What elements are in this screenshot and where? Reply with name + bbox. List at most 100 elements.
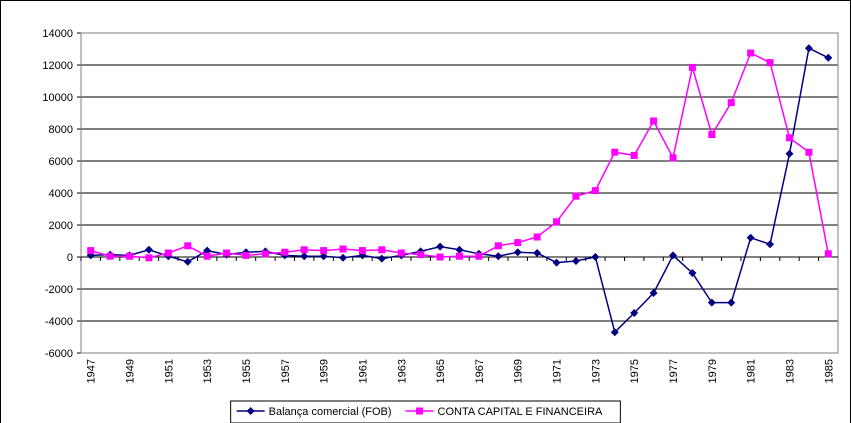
y-tick-label: 6000	[49, 156, 73, 168]
marker	[727, 298, 736, 307]
marker	[377, 254, 386, 263]
marker	[611, 148, 619, 156]
legend-label: CONTA CAPITAL E FINANCEIRA	[438, 406, 603, 418]
marker	[246, 407, 255, 415]
marker	[533, 249, 542, 257]
marker	[416, 407, 424, 415]
x-tick-label: 1977	[668, 359, 680, 383]
legend-box	[230, 400, 621, 423]
x-tick-label: 1971	[552, 359, 564, 383]
marker	[747, 49, 755, 57]
x-tick-label: 1969	[513, 359, 525, 383]
marker	[591, 187, 599, 195]
marker	[378, 246, 386, 254]
plot-area	[80, 32, 839, 354]
marker	[436, 253, 444, 261]
y-tick-label: 12000	[42, 60, 73, 72]
marker	[669, 154, 677, 162]
y-tick-label: 10000	[42, 92, 73, 104]
marker	[630, 151, 638, 159]
marker	[785, 134, 793, 142]
marker	[184, 242, 192, 250]
marker	[494, 252, 503, 261]
y-tick-label: -6000	[45, 348, 73, 360]
marker	[319, 252, 328, 261]
x-tick-label: 1965	[435, 359, 447, 383]
marker	[494, 242, 502, 250]
marker	[87, 247, 95, 255]
y-tick-label: -2000	[45, 284, 73, 296]
marker	[514, 239, 522, 247]
marker	[552, 258, 561, 267]
marker	[339, 245, 347, 253]
y-tick-label: 2000	[49, 220, 73, 232]
marker	[785, 149, 794, 158]
marker	[164, 249, 172, 257]
x-tick-label: 1951	[163, 359, 175, 383]
legend: Balança comercial (FOB) CONTA CAPITAL E F…	[230, 400, 621, 423]
marker	[533, 233, 541, 241]
y-tick-label: 0	[67, 252, 73, 264]
marker	[261, 250, 269, 258]
x-tick-label: 1947	[86, 359, 98, 383]
x-tick-label: 1949	[125, 359, 137, 383]
y-tick-label: 8000	[49, 124, 73, 136]
legend-item: CONTA CAPITAL E FINANCEIRA	[405, 406, 603, 418]
legend-item: Balança comercial (FOB)	[236, 406, 392, 418]
marker	[144, 245, 153, 254]
y-tick-label: 4000	[49, 188, 73, 200]
marker	[436, 242, 445, 251]
marker	[475, 252, 483, 260]
marker	[145, 254, 153, 262]
marker	[708, 131, 716, 139]
marker	[610, 328, 619, 337]
x-tick-label: 1955	[241, 359, 253, 383]
marker	[824, 250, 832, 258]
marker	[591, 253, 600, 261]
x-tick-label: 1973	[590, 359, 602, 383]
marker	[630, 309, 639, 317]
marker	[513, 248, 522, 257]
x-tick-label: 1963	[396, 359, 408, 383]
x-tick-label: 1979	[707, 359, 719, 383]
marker	[320, 247, 328, 255]
marker	[805, 148, 813, 156]
marker	[649, 289, 658, 297]
x-tick-label: 1981	[746, 359, 758, 383]
marker	[571, 257, 580, 265]
x-tick-label: 1953	[202, 359, 214, 383]
marker	[688, 63, 696, 71]
marker	[688, 269, 697, 277]
y-tick-label: 14000	[42, 28, 73, 40]
marker	[300, 246, 308, 254]
x-tick-label: 1967	[474, 359, 486, 383]
marker	[824, 53, 833, 62]
marker	[804, 44, 813, 53]
marker	[669, 251, 678, 260]
marker	[223, 249, 231, 257]
marker	[417, 251, 425, 259]
marker	[281, 248, 289, 256]
marker	[203, 246, 212, 255]
marker	[766, 240, 775, 249]
marker	[126, 252, 134, 260]
x-tick-label: 1957	[280, 359, 292, 383]
marker	[183, 257, 192, 266]
marker	[572, 192, 580, 200]
x-tick-label: 1959	[319, 359, 331, 383]
marker	[242, 251, 250, 259]
marker	[650, 117, 658, 125]
y-tick-label: -4000	[45, 316, 73, 328]
legend-label: Balança comercial (FOB)	[269, 406, 392, 418]
marker	[339, 253, 348, 262]
marker	[456, 252, 463, 260]
marker	[397, 249, 405, 257]
marker	[455, 245, 464, 254]
marker	[106, 252, 114, 260]
marker	[766, 59, 774, 67]
marker	[727, 99, 735, 107]
marker	[746, 233, 755, 242]
x-tick-label: 1975	[629, 359, 641, 383]
marker	[707, 298, 716, 307]
x-tick-label: 1985	[823, 359, 835, 383]
